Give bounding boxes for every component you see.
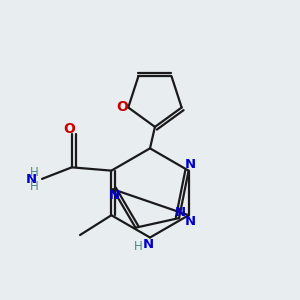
Text: N: N (26, 173, 37, 186)
Text: N: N (185, 215, 196, 228)
Text: H: H (29, 180, 38, 193)
Text: N: N (143, 238, 154, 251)
Text: O: O (63, 122, 75, 136)
Text: N: N (185, 158, 196, 170)
Text: N: N (109, 189, 120, 202)
Text: O: O (116, 100, 128, 115)
Text: H: H (29, 167, 38, 179)
Text: H: H (134, 240, 143, 253)
Text: N: N (175, 206, 186, 219)
